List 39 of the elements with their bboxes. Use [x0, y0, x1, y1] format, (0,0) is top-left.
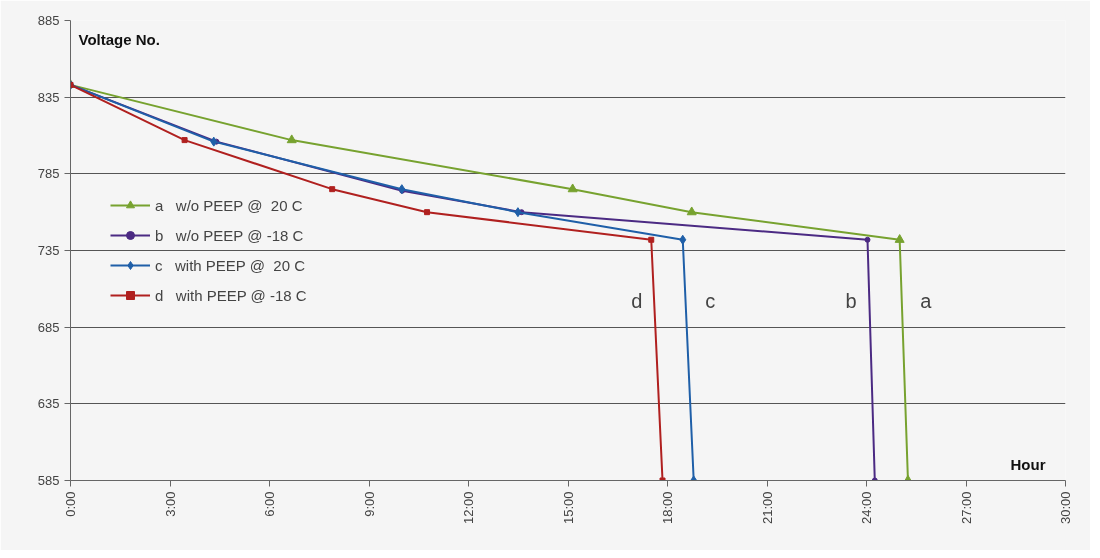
point — [181, 137, 188, 144]
y-tick-label: 785 — [37, 166, 60, 182]
point — [567, 183, 578, 193]
y-tick-label: 635 — [37, 396, 60, 412]
legend-label: a w/o PEEP @ 20 C — [155, 196, 303, 214]
y-axis-title: Voltage No. — [78, 30, 160, 48]
point — [648, 236, 655, 243]
x-tick-label: 12:00 — [461, 491, 476, 525]
y-tick-label: 885 — [37, 13, 60, 28]
x-tick-label: 21:00 — [759, 491, 775, 525]
point — [679, 234, 687, 245]
point — [424, 209, 431, 216]
x-tick-label: 27:00 — [958, 491, 974, 525]
point — [286, 134, 297, 144]
annotation: c — [705, 290, 716, 313]
legend-label: c with PEEP @ 20 C — [155, 256, 306, 274]
x-axis-title: Hour — [1010, 455, 1046, 473]
x-tick-label: 24:00 — [859, 491, 874, 525]
y-tick-label: 685 — [37, 319, 60, 335]
y-tick-label: 835 — [37, 89, 60, 105]
annotation: b — [845, 290, 857, 313]
point — [864, 236, 871, 243]
point — [514, 207, 522, 218]
x-tick-label: 0:00 — [63, 491, 78, 517]
x-tick-label: 9:00 — [361, 491, 377, 517]
annotation: d — [631, 290, 643, 313]
x-tick-label: 3:00 — [162, 491, 178, 517]
y-tick-label: 735 — [37, 243, 60, 258]
x-tick-label: 15:00 — [560, 491, 576, 525]
point — [686, 206, 697, 216]
x-tick-label: 6:00 — [262, 491, 277, 517]
point — [894, 234, 905, 243]
point — [329, 186, 336, 193]
legend-label: b w/o PEEP @ -18 C — [155, 226, 304, 244]
y-tick-label: 585 — [37, 473, 60, 488]
x-tick-label: 18:00 — [660, 491, 675, 525]
x-tick-label: 30:00 — [1058, 491, 1073, 525]
legend-label: d with PEEP @ -18 C — [155, 286, 307, 304]
annotation: a — [920, 290, 933, 313]
